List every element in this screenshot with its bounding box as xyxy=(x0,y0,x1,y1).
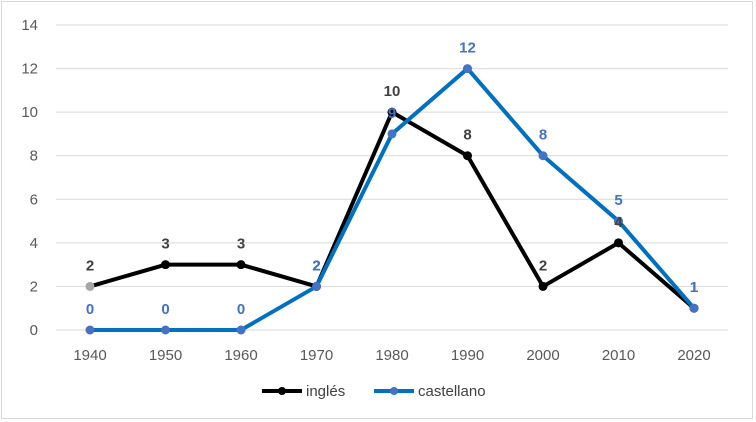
y-tick-label: 0 xyxy=(30,322,38,339)
data-label: 2 xyxy=(312,257,320,274)
y-tick-label: 4 xyxy=(30,235,38,252)
data-label: 10 xyxy=(384,83,401,100)
data-point xyxy=(463,151,472,161)
y-tick-label: 10 xyxy=(21,104,38,121)
x-tick-label: 2000 xyxy=(526,347,559,364)
x-tick-label: 1970 xyxy=(300,347,333,364)
y-tick-label: 14 xyxy=(21,17,38,34)
data-label: 8 xyxy=(539,127,547,144)
series-lines xyxy=(85,64,699,335)
data-point xyxy=(161,325,170,335)
data-point xyxy=(614,216,623,226)
legend-marker xyxy=(278,387,286,395)
legend-marker xyxy=(390,387,398,395)
data-point xyxy=(538,281,548,291)
x-tick-label: 2010 xyxy=(602,347,635,364)
data-point xyxy=(85,325,95,335)
data-label: 3 xyxy=(237,236,245,253)
data-point xyxy=(387,107,397,117)
data-label: 12 xyxy=(459,40,476,57)
data-label: 5 xyxy=(614,192,622,209)
data-label: 2 xyxy=(312,257,320,274)
data-point xyxy=(236,260,246,270)
legend-label: inglés xyxy=(306,383,345,400)
data-label: 0 xyxy=(161,301,169,318)
data-point xyxy=(463,64,472,74)
data-label: 8 xyxy=(463,127,471,144)
x-axis: 1940 1950 1960 1970 1980 1990 2000 2010 2020 xyxy=(73,347,710,364)
data-label: 3 xyxy=(161,236,169,253)
data-point xyxy=(85,281,95,291)
y-tick-label: 2 xyxy=(30,278,38,295)
y-tick-label: 8 xyxy=(30,148,38,165)
legend: inglés castellano xyxy=(262,383,486,400)
x-tick-label: 1980 xyxy=(375,347,408,364)
x-tick-label: 1940 xyxy=(73,347,106,364)
x-tick-label: 1950 xyxy=(149,347,182,364)
y-axis: 0 2 4 6 8 10 12 14 xyxy=(21,17,38,339)
data-point xyxy=(538,151,548,161)
data-label: 9 xyxy=(388,105,396,122)
x-tick-label: 1960 xyxy=(224,347,257,364)
x-tick-label: 2020 xyxy=(677,347,710,364)
data-label: 0 xyxy=(237,301,245,318)
data-point xyxy=(614,238,623,248)
data-label: 0 xyxy=(86,301,94,318)
data-point xyxy=(161,260,170,270)
y-tick-label: 6 xyxy=(30,191,38,208)
data-label: 2 xyxy=(539,257,547,274)
data-point xyxy=(312,281,321,291)
data-point xyxy=(236,325,246,335)
y-tick-label: 12 xyxy=(21,61,38,78)
gridlines xyxy=(56,24,728,331)
data-label: 1 xyxy=(690,279,698,296)
data-label: 2 xyxy=(86,257,94,274)
legend-label: castellano xyxy=(418,383,486,400)
data-point xyxy=(689,303,699,313)
data-label: 4 xyxy=(614,214,623,231)
data-label: 1 xyxy=(690,279,698,296)
x-tick-label: 1990 xyxy=(451,347,484,364)
data-point xyxy=(387,129,397,139)
